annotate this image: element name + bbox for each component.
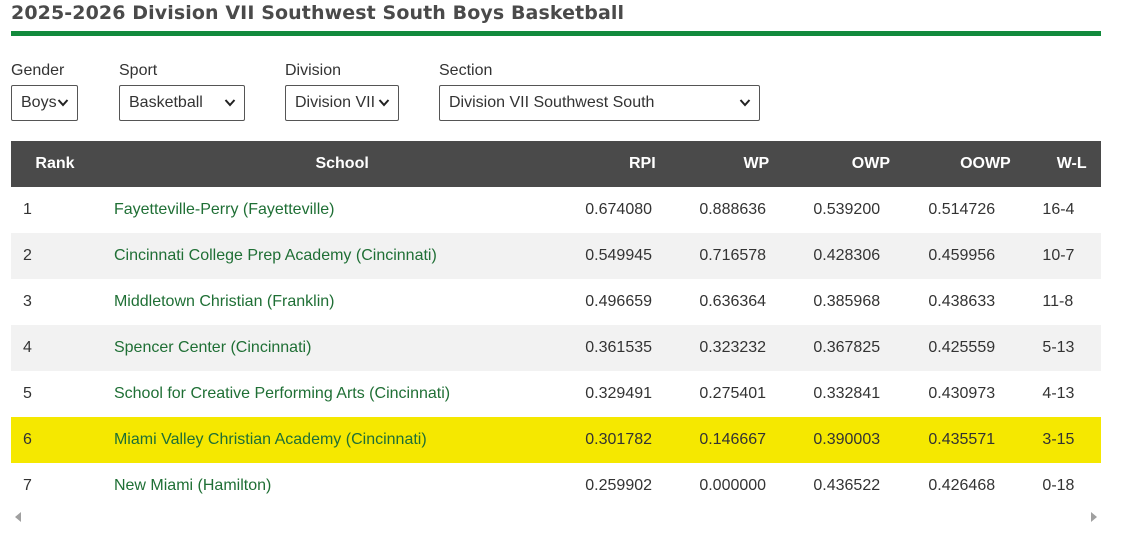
title-divider [11, 31, 1101, 36]
header-oowp[interactable]: OOWP [928, 141, 1043, 187]
wl-cell: 5-13 [1042, 325, 1101, 371]
scroll-left-icon[interactable] [15, 512, 21, 522]
page-title: 2025-2026 Division VII Southwest South B… [11, 2, 625, 24]
rank-cell: 5 [23, 385, 32, 402]
gender-label: Gender [11, 62, 65, 79]
school-link[interactable]: Miami Valley Christian Academy (Cincinna… [113, 431, 427, 448]
table-row: 4 Spencer Center (Cincinnati) 0.361535 0… [11, 325, 1101, 371]
wp-cell: 0.323232 [699, 325, 814, 371]
wl-cell: 4-13 [1042, 385, 1075, 402]
wl-cell: 0-18 [1042, 477, 1075, 494]
division-select[interactable]: Division VII [285, 85, 399, 121]
school-cell: Spencer Center (Cincinnati) [98, 325, 586, 371]
rank-cell: 3 [23, 293, 32, 310]
horizontal-scrollbar[interactable] [11, 508, 1101, 526]
section-filter: Section Division VII Southwest South [439, 61, 760, 121]
scroll-right-icon[interactable] [1091, 512, 1097, 522]
table-row: 1 Fayetteville-Perry (Fayetteville) 0.67… [11, 187, 1101, 233]
school-cell: New Miami (Hamilton) [99, 463, 585, 509]
chevron-down-icon [739, 99, 751, 107]
wp-cell: 0.146667 [699, 417, 814, 463]
rpi-cell: 0.361535 [585, 325, 700, 371]
header-rank[interactable]: Rank [11, 141, 99, 187]
rpi-cell: 0.674080 [585, 201, 653, 218]
division-select-value: Division VII [295, 94, 376, 111]
school-link[interactable]: Middletown Christian (Franklin) [113, 293, 335, 310]
rank-cell: 4 [11, 325, 99, 371]
table-row-highlighted: 6 Miami Valley Christian Academy (Cincin… [11, 417, 1101, 463]
school-link[interactable]: Spencer Center (Cincinnati) [113, 339, 312, 356]
wp-cell: 0.000000 [699, 477, 767, 494]
owp-cell: 0.436522 [813, 477, 881, 494]
owp-cell: 0.428306 [813, 233, 929, 279]
gender-select[interactable]: Boys [11, 85, 78, 121]
table-row: 2 Cincinnati College Prep Academy (Cinci… [11, 233, 1101, 279]
owp-cell: 0.385968 [813, 293, 881, 310]
section-select-value: Division VII Southwest South [449, 94, 655, 111]
owp-cell: 0.390003 [813, 417, 929, 463]
school-cell: Fayetteville-Perry (Fayetteville) [99, 187, 585, 233]
oowp-cell: 0.435571 [928, 417, 1043, 463]
table-row: 3 Middletown Christian (Franklin) 0.4966… [11, 279, 1101, 325]
school-link[interactable]: Cincinnati College Prep Academy (Cincinn… [113, 247, 437, 264]
gender-filter: Gender Boys [11, 61, 78, 121]
school-cell: Cincinnati College Prep Academy (Cincinn… [98, 233, 586, 279]
school-link[interactable]: New Miami (Hamilton) [113, 477, 272, 494]
header-wl[interactable]: W-L [1042, 141, 1101, 187]
rank-cell: 2 [11, 233, 99, 279]
oowp-cell: 0.425559 [928, 325, 1043, 371]
sport-select[interactable]: Basketball [119, 85, 245, 121]
rpi-cell: 0.329491 [585, 385, 653, 402]
header-school[interactable]: School [98, 141, 586, 187]
rank-cell: 6 [11, 417, 99, 463]
rpi-cell: 0.301782 [585, 417, 700, 463]
section-label: Section [439, 62, 493, 79]
oowp-cell: 0.438633 [928, 293, 996, 310]
wp-cell: 0.636364 [699, 293, 767, 310]
chevron-down-icon [57, 99, 69, 107]
rpi-cell: 0.549945 [585, 233, 700, 279]
header-owp[interactable]: OWP [813, 141, 929, 187]
table-header-row: Rank School RPI WP OWP OOWP W-L [11, 141, 1101, 187]
table-row: 5 School for Creative Performing Arts (C… [11, 371, 1101, 417]
rpi-table: Rank School RPI WP OWP OOWP W-L 1 Fayett… [11, 141, 1101, 509]
school-link[interactable]: Fayetteville-Perry (Fayetteville) [113, 201, 335, 218]
rpi-cell: 0.496659 [585, 293, 653, 310]
owp-cell: 0.332841 [813, 385, 881, 402]
school-cell: School for Creative Performing Arts (Cin… [99, 371, 585, 417]
oowp-cell: 0.459956 [928, 233, 1043, 279]
oowp-cell: 0.514726 [928, 201, 996, 218]
owp-cell: 0.539200 [813, 201, 881, 218]
wl-cell: 16-4 [1042, 201, 1075, 218]
wl-cell: 11-8 [1042, 293, 1074, 310]
sport-label: Sport [119, 62, 158, 79]
oowp-cell: 0.430973 [928, 385, 996, 402]
chevron-down-icon [378, 99, 390, 107]
wp-cell: 0.716578 [699, 233, 814, 279]
rpi-cell: 0.259902 [585, 477, 653, 494]
sport-filter: Sport Basketball [119, 61, 245, 121]
school-cell: Miami Valley Christian Academy (Cincinna… [98, 417, 586, 463]
oowp-cell: 0.426468 [928, 477, 996, 494]
header-wp[interactable]: WP [699, 141, 814, 187]
division-filter: Division Division VII [285, 61, 399, 121]
chevron-down-icon [224, 99, 236, 107]
section-select[interactable]: Division VII Southwest South [439, 85, 760, 121]
wl-cell: 3-15 [1042, 417, 1101, 463]
wl-cell: 10-7 [1042, 233, 1101, 279]
table-row: 7 New Miami (Hamilton) 0.259902 0.000000… [11, 463, 1101, 509]
header-rpi[interactable]: RPI [585, 141, 700, 187]
wp-cell: 0.275401 [699, 385, 767, 402]
rank-cell: 1 [23, 201, 32, 218]
division-label: Division [285, 62, 342, 79]
wp-cell: 0.888636 [699, 201, 767, 218]
owp-cell: 0.367825 [813, 325, 929, 371]
school-link[interactable]: School for Creative Performing Arts (Cin… [113, 385, 451, 402]
rank-cell: 7 [23, 477, 32, 494]
sport-select-value: Basketball [129, 94, 203, 111]
school-cell: Middletown Christian (Franklin) [99, 279, 585, 325]
gender-select-value: Boys [21, 94, 57, 111]
